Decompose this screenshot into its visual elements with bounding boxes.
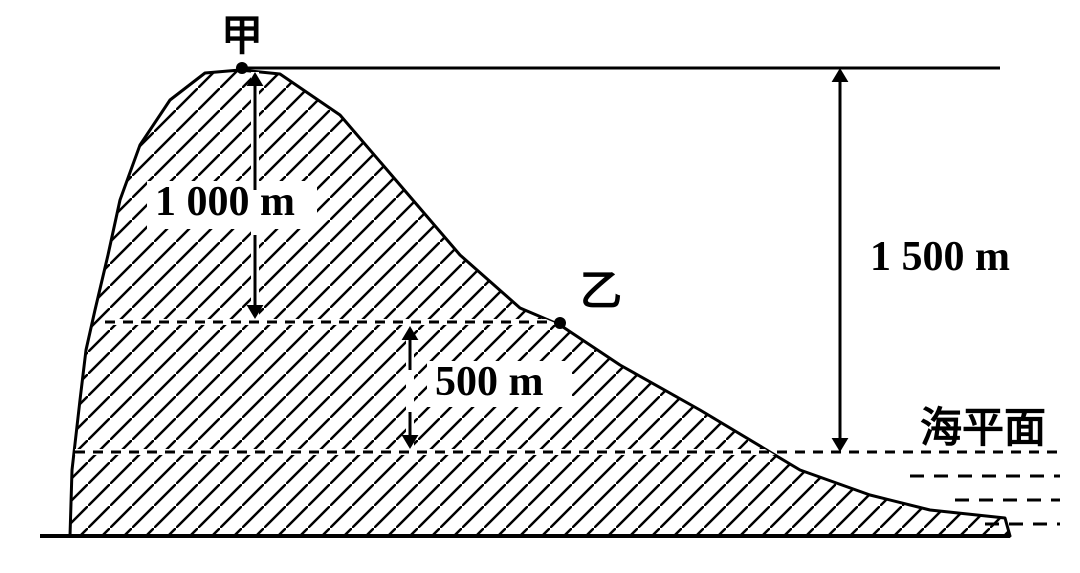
arrowhead <box>832 438 849 452</box>
label-jia: 甲 <box>221 14 263 60</box>
elevation-diagram: 1 500 m 1 000 m 500 m 甲乙海平面 <box>0 0 1080 573</box>
measure-500-label: 500 m <box>435 359 544 405</box>
point-jia <box>236 62 248 74</box>
measure-1500-label: 1 500 m <box>870 234 1010 280</box>
measure-1000-label: 1 000 m <box>155 179 295 225</box>
label-yi: 乙 <box>580 269 622 315</box>
point-yi <box>554 317 566 329</box>
mountain-hatch <box>0 0 1080 573</box>
label-sea-level: 海平面 <box>920 405 1046 452</box>
arrowhead <box>832 68 849 82</box>
